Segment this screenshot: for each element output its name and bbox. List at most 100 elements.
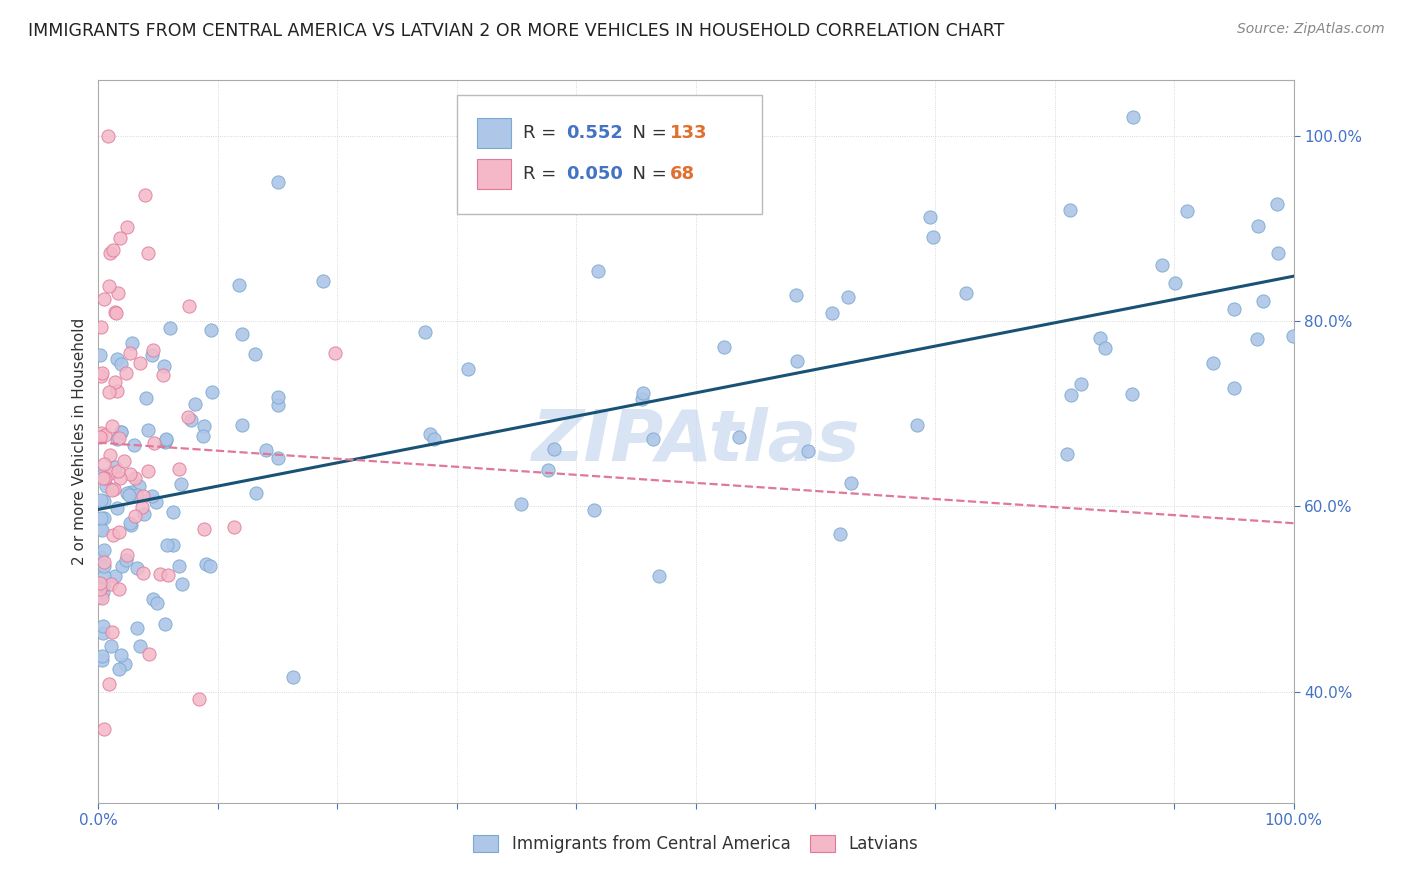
Point xyxy=(1121,157,1143,171)
Point xyxy=(641,542,664,557)
Point xyxy=(127,427,149,442)
Point xyxy=(100,466,122,480)
Point xyxy=(91,439,114,453)
Point xyxy=(172,632,194,646)
Point xyxy=(141,493,163,508)
Point xyxy=(115,395,138,409)
Point xyxy=(1282,350,1305,364)
Text: N =: N = xyxy=(620,165,672,183)
Point xyxy=(125,309,148,323)
Point xyxy=(107,464,129,478)
Point xyxy=(267,450,290,464)
Point xyxy=(457,481,479,495)
Point xyxy=(195,606,218,620)
Point xyxy=(110,564,132,578)
Text: ZIPAtlas: ZIPAtlas xyxy=(531,407,860,476)
Point xyxy=(108,471,131,485)
Point xyxy=(110,498,132,512)
Point xyxy=(104,508,127,523)
Point xyxy=(98,677,121,691)
Point xyxy=(231,558,253,572)
Point xyxy=(222,520,245,534)
Point xyxy=(153,533,176,547)
Point xyxy=(89,491,111,506)
Point xyxy=(155,478,177,492)
Point xyxy=(134,566,156,581)
Point xyxy=(423,517,446,532)
Point xyxy=(121,543,143,558)
Point xyxy=(91,503,114,517)
Point xyxy=(245,619,267,633)
Point xyxy=(118,563,141,577)
Point xyxy=(97,128,120,143)
Point xyxy=(231,608,253,623)
Point xyxy=(100,466,122,480)
Point xyxy=(162,306,184,320)
Point xyxy=(107,431,129,445)
Point xyxy=(101,418,124,433)
Point xyxy=(201,425,224,439)
Point xyxy=(124,471,146,485)
Point xyxy=(100,577,122,591)
Point xyxy=(1090,224,1112,238)
Point xyxy=(193,522,215,536)
Point xyxy=(918,374,941,388)
Point xyxy=(93,292,115,306)
FancyBboxPatch shape xyxy=(477,159,510,189)
Point xyxy=(138,499,160,513)
Point xyxy=(1175,376,1198,390)
Point xyxy=(101,528,124,542)
Point xyxy=(97,278,120,293)
Text: 0.552: 0.552 xyxy=(565,124,623,142)
Point xyxy=(107,356,129,370)
Point xyxy=(170,613,193,627)
Point xyxy=(152,368,174,382)
Point xyxy=(110,332,132,346)
Point xyxy=(93,619,115,633)
Text: 133: 133 xyxy=(669,124,707,142)
Point xyxy=(104,306,127,320)
Text: R =: R = xyxy=(523,124,561,142)
Point xyxy=(162,426,184,441)
Point xyxy=(713,212,735,227)
Point xyxy=(94,471,117,485)
Point xyxy=(98,449,121,463)
Point xyxy=(124,509,146,524)
Point xyxy=(128,491,150,506)
Point xyxy=(155,568,177,582)
Point xyxy=(141,476,163,491)
Point xyxy=(105,593,128,607)
Point xyxy=(184,489,207,503)
Point xyxy=(94,427,117,442)
Point xyxy=(198,389,221,403)
Point xyxy=(167,462,190,476)
Point xyxy=(630,468,652,483)
Point xyxy=(631,293,654,307)
Point xyxy=(100,624,122,639)
Point xyxy=(107,286,129,301)
Point xyxy=(1056,312,1078,326)
Point xyxy=(89,430,111,444)
Point xyxy=(1164,376,1187,391)
Point xyxy=(108,525,131,540)
Point xyxy=(228,494,250,508)
Point xyxy=(114,446,136,460)
Point xyxy=(167,435,190,450)
Point xyxy=(647,442,669,457)
Point xyxy=(112,454,135,468)
Point xyxy=(281,387,304,401)
Point xyxy=(89,494,111,508)
Point xyxy=(797,293,820,307)
Point xyxy=(153,439,176,453)
Point xyxy=(91,507,114,521)
Point xyxy=(583,239,606,253)
Point xyxy=(108,548,131,562)
Point xyxy=(136,464,159,478)
Point xyxy=(93,493,115,508)
Point xyxy=(90,591,112,605)
Point xyxy=(837,494,859,508)
Point xyxy=(156,505,179,519)
Point xyxy=(91,389,114,403)
Point xyxy=(1265,210,1288,224)
Point xyxy=(955,286,977,301)
